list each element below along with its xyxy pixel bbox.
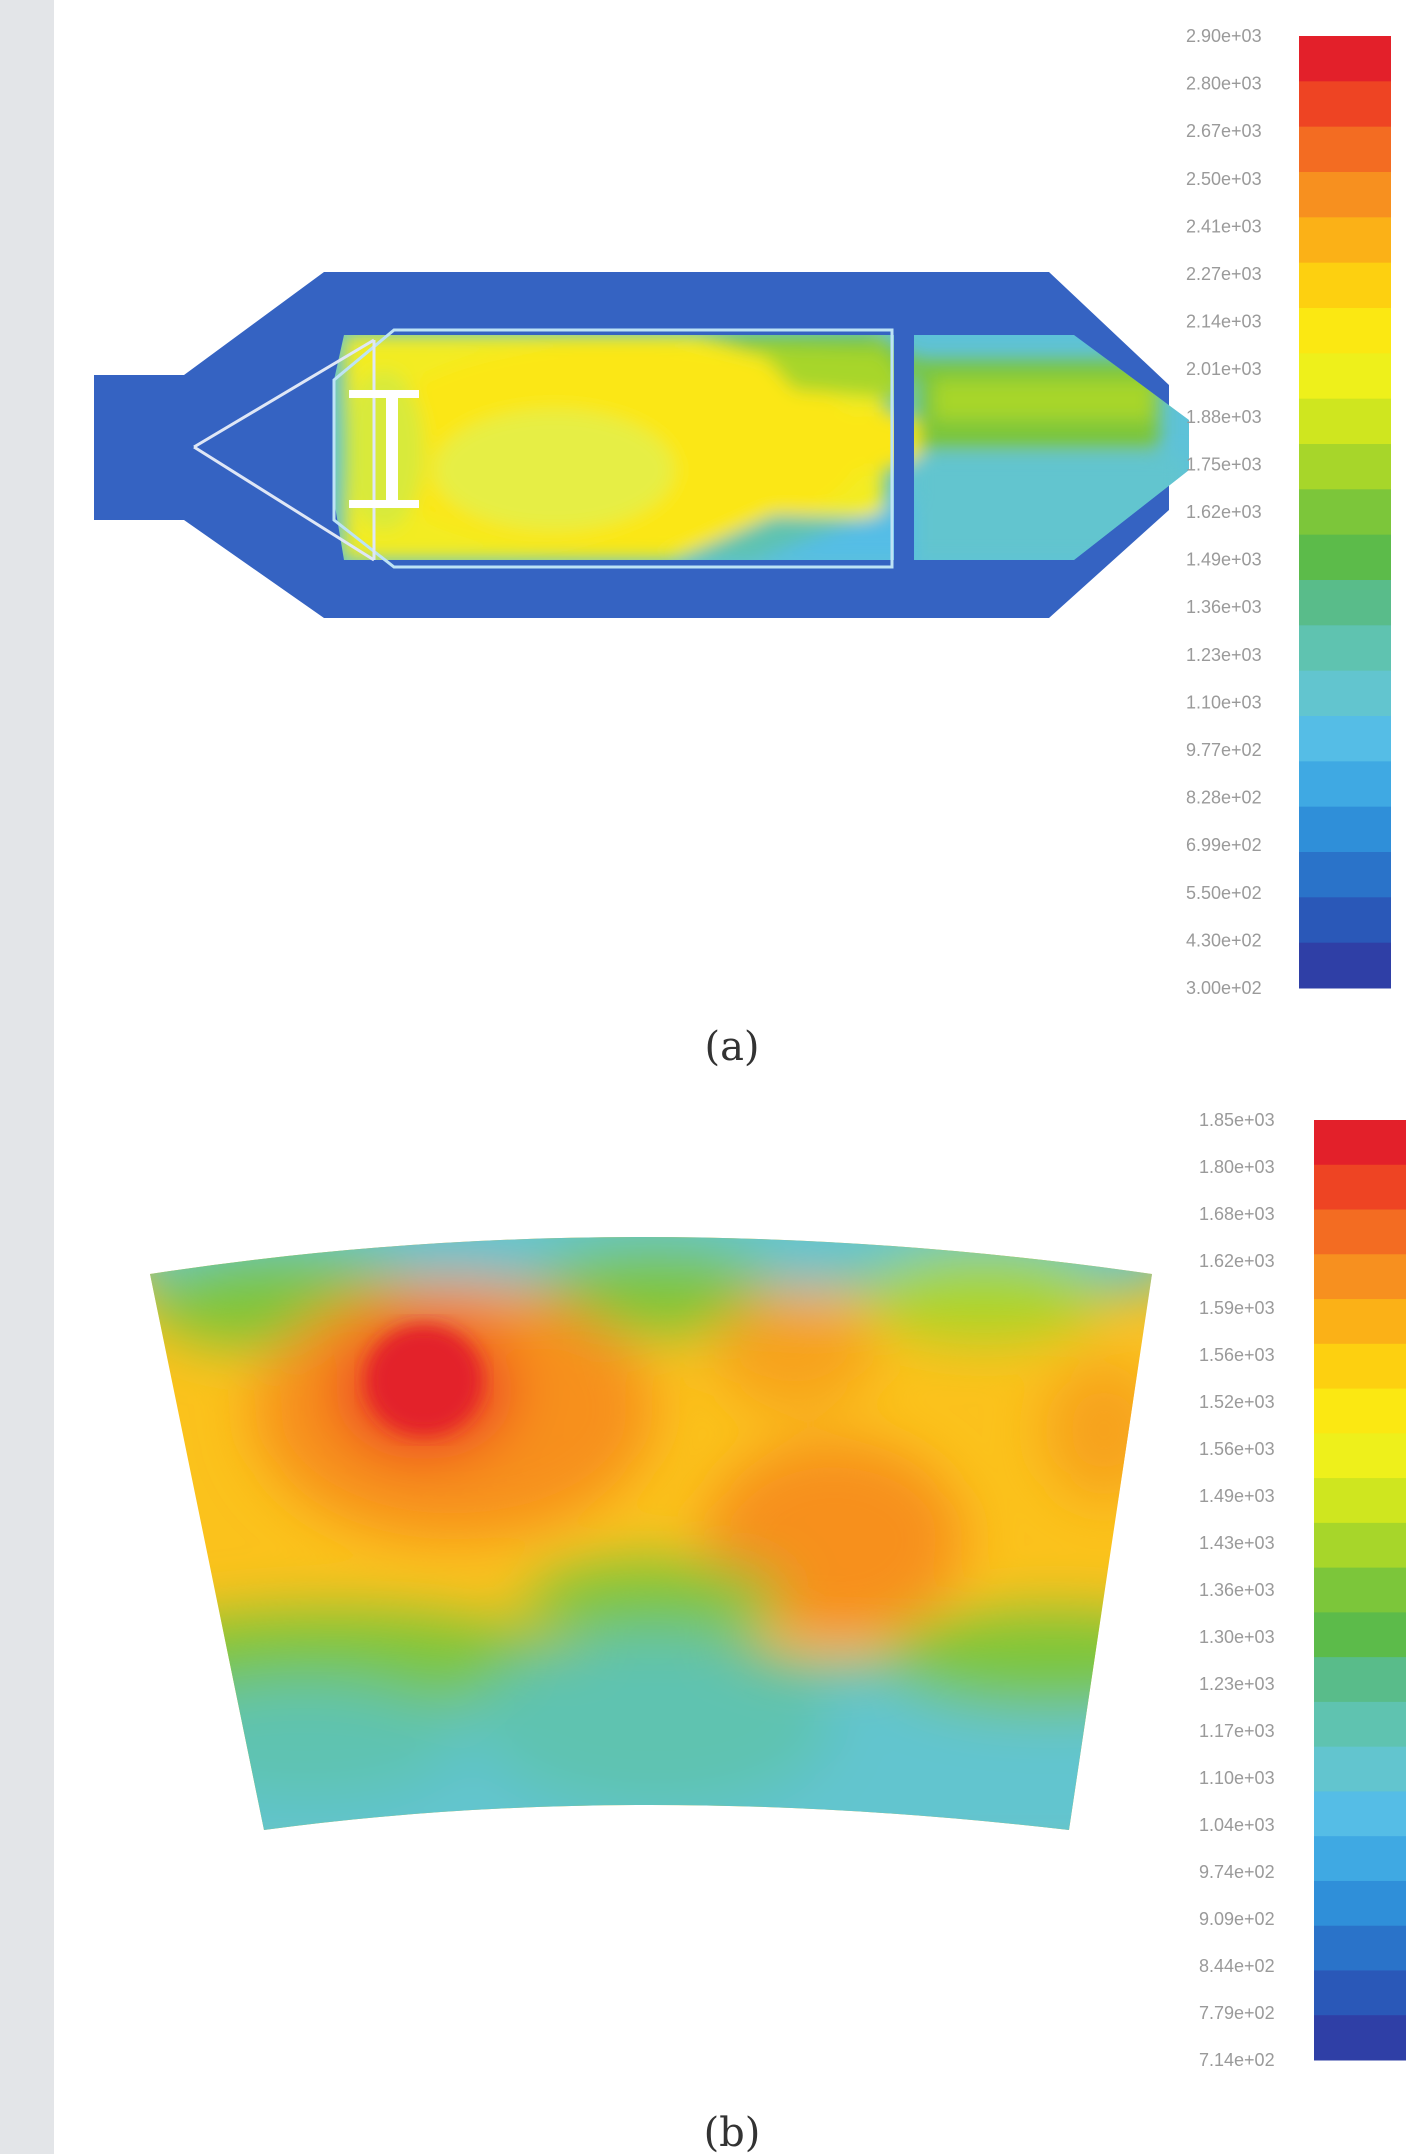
panel-b-colorbar-swatch <box>1314 1970 1406 2016</box>
panel-a-colorbar-label: 2.90e+03 <box>1186 26 1262 46</box>
panel-b-colorbar-swatch <box>1314 1791 1406 1837</box>
panel-a-colorbar-swatch <box>1299 625 1391 672</box>
panel-a-contour: 2.90e+03 2.80e+03 2.67e+03 2.50e+03 2.41e+03… <box>94 26 1391 998</box>
panel-a-colorbar-label: 1.75e+03 <box>1186 454 1262 474</box>
panel-a-colorbar-label: 1.23e+03 <box>1186 645 1262 665</box>
panel-a-colorbar-swatch <box>1299 126 1391 173</box>
panel-b-colorbar: 1.85e+03 1.80e+03 1.68e+03 1.62e+03 1.59e+03… <box>1199 1110 1406 2070</box>
panel-b-colorbar-label: 1.43e+03 <box>1199 1533 1275 1553</box>
panel-a-colorbar-label: 2.01e+03 <box>1186 359 1262 379</box>
panel-b-contour: 1.85e+03 1.80e+03 1.68e+03 1.62e+03 1.59e+03… <box>150 1110 1406 2070</box>
panel-b-colorbar-swatch <box>1314 1299 1406 1345</box>
panel-a-colorbar-label: 1.49e+03 <box>1186 550 1262 570</box>
panel-a-colorbar-swatch <box>1299 534 1391 581</box>
panel-a-colorbar-label: 2.50e+03 <box>1186 169 1262 189</box>
panel-a-colorbar-swatch <box>1299 580 1391 626</box>
panel-b-colorbar-label: 1.17e+03 <box>1199 1721 1275 1741</box>
panel-b-colorbar-label: 9.09e+02 <box>1199 1909 1275 1929</box>
panel-b-colorbar-swatch <box>1314 1925 1406 1971</box>
panel-a-colorbar-swatch <box>1299 217 1391 264</box>
liner-outline <box>332 328 894 569</box>
panel-a-colorbar-swatch <box>1299 444 1391 490</box>
panel-a-colorbar-swatch <box>1299 398 1391 445</box>
panel-a-colorbar-label: 6.99e+02 <box>1186 835 1262 855</box>
panel-b-colorbar-swatch <box>1314 1746 1406 1792</box>
panel-b-colorbar-label: 1.10e+03 <box>1199 1768 1275 1788</box>
panel-b-colorbar-label: 1.85e+03 <box>1199 1110 1275 1130</box>
figure: 2.90e+03 2.80e+03 2.67e+03 2.50e+03 2.41e+03… <box>54 0 1424 2156</box>
panel-b-colorbar-label: 1.36e+03 <box>1199 1580 1275 1600</box>
panel-b-colorbar-label: 1.59e+03 <box>1199 1298 1275 1318</box>
panel-a-colorbar-label: 1.62e+03 <box>1186 502 1262 522</box>
panel-b-colorbar-swatch <box>1314 1388 1406 1434</box>
panel-b-colorbar-label: 1.62e+03 <box>1199 1251 1275 1271</box>
panel-b-caption: (b) <box>703 2110 761 2156</box>
panel-b-colorbar-swatch <box>1314 1612 1406 1658</box>
panel-b-colorbar-label: 1.49e+03 <box>1199 1486 1275 1506</box>
panel-b-colorbar-swatch <box>1314 1164 1406 1211</box>
panel-b-colorbar-swatch <box>1314 1701 1406 1748</box>
panel-b-colorbar-swatch <box>1314 1343 1406 1390</box>
panel-a-colorbar-label: 1.88e+03 <box>1186 407 1262 427</box>
swirler-cone <box>193 338 376 562</box>
panel-b-colorbar-label: 1.80e+03 <box>1199 1157 1275 1177</box>
panel-b-colorbar-swatch <box>1314 1478 1406 1524</box>
panel-b-colorbar-swatch <box>1314 1567 1406 1613</box>
panel-a-colorbar-swatch <box>1299 36 1391 82</box>
panel-b-colorbar-label: 1.56e+03 <box>1199 1345 1275 1365</box>
panel-b-colorbar-swatch <box>1314 1433 1406 1479</box>
panel-b-colorbar-swatch <box>1314 1209 1406 1255</box>
panel-b-colorbar-label: 9.74e+02 <box>1199 1862 1275 1882</box>
panel-a-colorbar-swatch <box>1299 806 1391 853</box>
page-margin-stripe <box>0 0 54 2154</box>
panel-a-colorbar-swatch <box>1299 489 1391 536</box>
panel-a-colorbar-label: 9.77e+02 <box>1186 740 1262 760</box>
panel-b-colorbar-label: 7.79e+02 <box>1199 2003 1275 2023</box>
panel-a-colorbar-label: 2.41e+03 <box>1186 216 1262 236</box>
panel-b-colorbar-label: 7.14e+02 <box>1199 2050 1275 2070</box>
panel-b-colorbar-label: 1.68e+03 <box>1199 1204 1275 1224</box>
panel-a-colorbar-label: 2.27e+03 <box>1186 264 1262 284</box>
panel-a-colorbar-label: 8.28e+02 <box>1186 788 1262 808</box>
panel-b-colorbar-swatch <box>1314 1254 1406 1300</box>
panel-b-colorbar-label: 1.52e+03 <box>1199 1392 1275 1412</box>
panel-b-colorbar-swatch <box>1314 1522 1406 1569</box>
panel-a-colorbar-label: 4.30e+02 <box>1186 930 1262 950</box>
panel-a-colorbar-swatch <box>1299 172 1391 218</box>
panel-a-colorbar-label: 5.50e+02 <box>1186 883 1262 903</box>
panel-b-colorbar-label: 1.56e+03 <box>1199 1439 1275 1459</box>
panel-a-colorbar-swatch <box>1299 670 1391 717</box>
panel-b-colorbar-swatch <box>1314 1657 1406 1703</box>
baffle-wall <box>894 330 914 565</box>
panel-b-colorbar-label: 1.23e+03 <box>1199 1674 1275 1694</box>
panel-b-colorbar-label: 1.04e+03 <box>1199 1815 1275 1835</box>
panel-a-colorbar-swatch <box>1299 262 1391 309</box>
panel-a-colorbar-swatch <box>1299 897 1391 944</box>
panel-a-colorbar-label: 3.00e+02 <box>1186 978 1262 998</box>
panel-a-colorbar-swatch <box>1299 942 1391 989</box>
panel-a-colorbar-label: 2.67e+03 <box>1186 121 1262 141</box>
panel-a-colorbar-swatch <box>1299 716 1391 762</box>
panel-b-colorbar-swatch <box>1314 1120 1406 1166</box>
panel-a-colorbar-swatch <box>1299 353 1391 400</box>
panel-a-colorbar-label: 1.10e+03 <box>1186 692 1262 712</box>
panel-a-colorbar-swatch <box>1299 852 1391 898</box>
panel-b-colorbar-label: 8.44e+02 <box>1199 1956 1275 1976</box>
panel-a-colorbar-label: 1.36e+03 <box>1186 597 1262 617</box>
panel-b-colorbar-swatch <box>1314 1836 1406 1882</box>
panel-a-colorbar: 2.90e+03 2.80e+03 2.67e+03 2.50e+03 2.41e+03… <box>1186 26 1391 998</box>
panel-b-colorbar-swatch <box>1314 1880 1406 1927</box>
panel-a-colorbar-label: 2.80e+03 <box>1186 74 1262 94</box>
panel-a-colorbar-swatch <box>1299 308 1391 354</box>
panel-a-colorbar-swatch <box>1299 81 1391 128</box>
panel-b-colorbar-swatch <box>1314 2015 1406 2061</box>
panel-b-colorbar-label: 1.30e+03 <box>1199 1627 1275 1647</box>
panel-a-colorbar-swatch <box>1299 761 1391 808</box>
injector <box>349 390 419 508</box>
panel-a-caption: (a) <box>704 1024 760 1070</box>
panel-a-colorbar-label: 2.14e+03 <box>1186 312 1262 332</box>
